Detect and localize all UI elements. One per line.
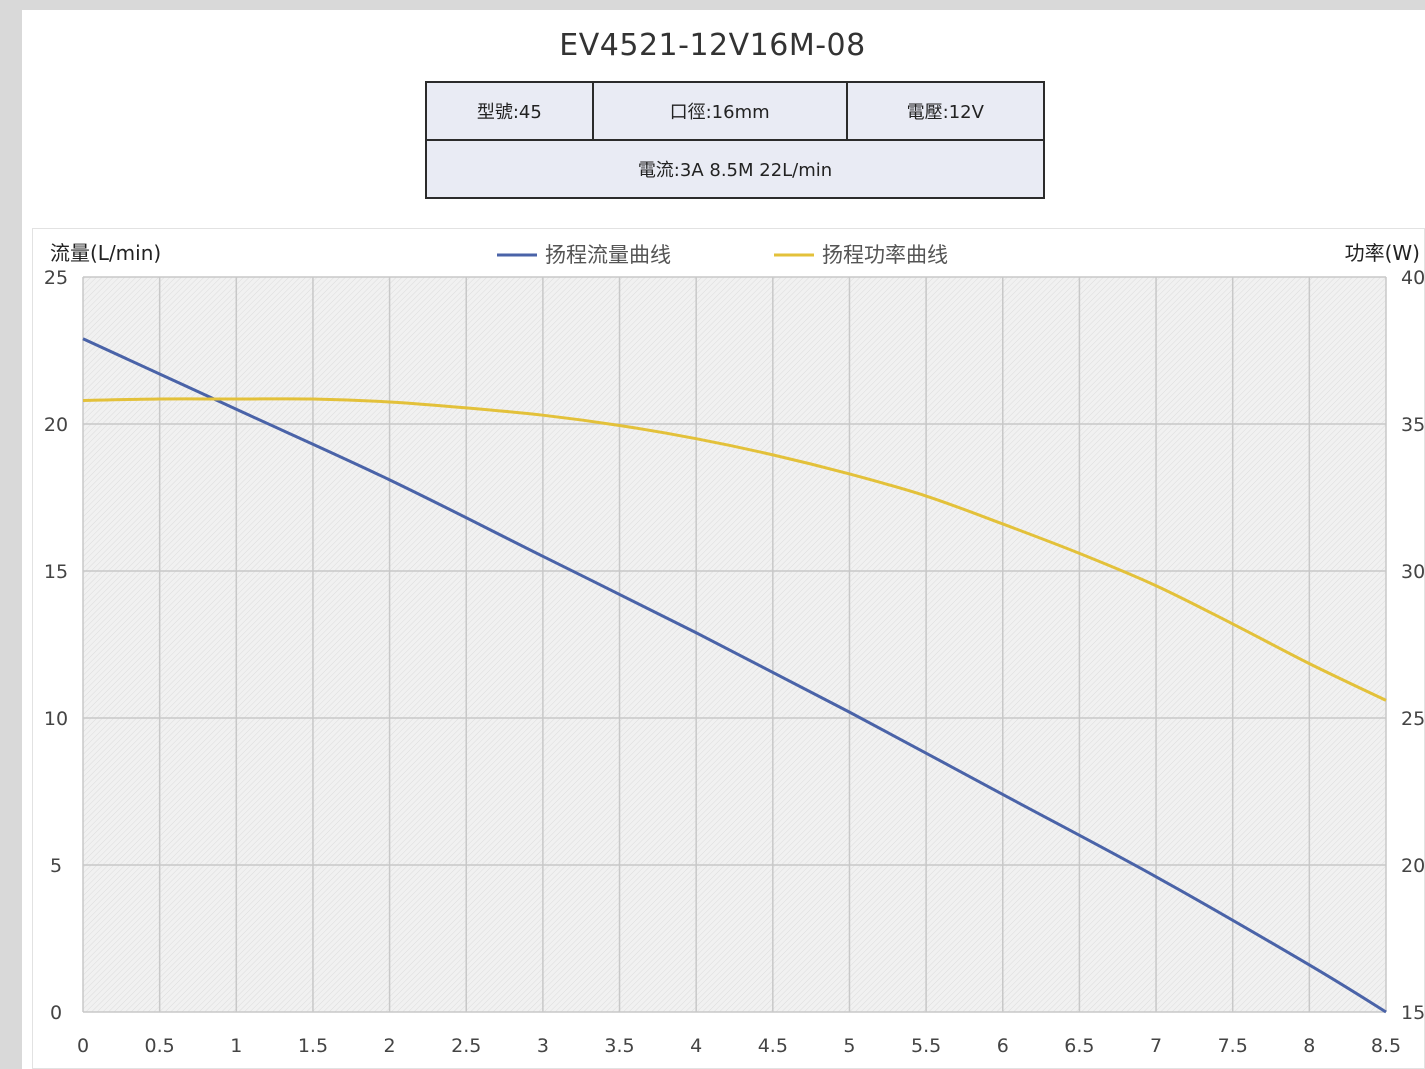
y-axis-left-label: 流量(L/min) xyxy=(50,241,161,265)
x-tick-label: 8 xyxy=(1303,1035,1315,1057)
spec-model: 型號:45 xyxy=(425,81,594,141)
x-tick-label: 7 xyxy=(1150,1035,1162,1057)
x-tick-label: 6.5 xyxy=(1064,1035,1094,1057)
y-right-tick-label: 35 xyxy=(1401,414,1425,436)
y-left-tick-label: 20 xyxy=(44,414,68,436)
y-left-tick-label: 15 xyxy=(44,561,68,583)
y-right-tick-label: 20 xyxy=(1401,855,1425,877)
x-tick-label: 2.5 xyxy=(451,1035,481,1057)
plot-area xyxy=(83,277,1386,1012)
x-tick-label: 7.5 xyxy=(1218,1035,1248,1057)
y-right-tick-label: 40 xyxy=(1401,267,1425,289)
x-tick-label: 5.5 xyxy=(911,1035,941,1057)
legend-label: 扬程功率曲线 xyxy=(822,243,948,267)
y-right-tick-label: 25 xyxy=(1401,708,1425,730)
x-tick-label: 4.5 xyxy=(758,1035,788,1057)
series-line-2 xyxy=(82,397,1387,702)
x-tick-label: 2 xyxy=(384,1035,396,1057)
y-right-tick-label: 30 xyxy=(1401,561,1425,583)
y-right-tick-label: 15 xyxy=(1401,1002,1425,1024)
x-tick-label: 8.5 xyxy=(1371,1035,1401,1057)
y-left-tick-label: 0 xyxy=(50,1002,62,1024)
x-tick-label: 3.5 xyxy=(604,1035,634,1057)
x-tick-label: 5 xyxy=(843,1035,855,1057)
y-left-tick-label: 10 xyxy=(44,708,68,730)
x-tick-label: 4 xyxy=(690,1035,702,1057)
x-tick-label: 1 xyxy=(230,1035,242,1057)
chart-title: EV4521-12V16M-08 xyxy=(559,28,866,63)
y-left-tick-label: 5 xyxy=(50,855,62,877)
y-left-tick-label: 25 xyxy=(44,267,68,289)
spec-voltage: 電壓:12V xyxy=(845,81,1046,141)
x-tick-label: 6 xyxy=(997,1035,1009,1057)
spec-table: 型號:45 口徑:16mm 電壓:12V 電流:3A 8.5M 22L/min xyxy=(425,81,1046,199)
x-tick-label: 3 xyxy=(537,1035,549,1057)
x-tick-label: 1.5 xyxy=(298,1035,328,1057)
spec-diameter: 口徑:16mm xyxy=(591,81,848,141)
legend-label: 扬程流量曲线 xyxy=(545,243,671,267)
x-tick-label: 0.5 xyxy=(145,1035,175,1057)
series-line-1 xyxy=(82,337,1387,1014)
y-axis-right-label: 功率(W) xyxy=(1345,241,1420,265)
x-tick-label: 0 xyxy=(77,1035,89,1057)
spec-current: 電流:3A 8.5M 22L/min xyxy=(425,139,1045,199)
